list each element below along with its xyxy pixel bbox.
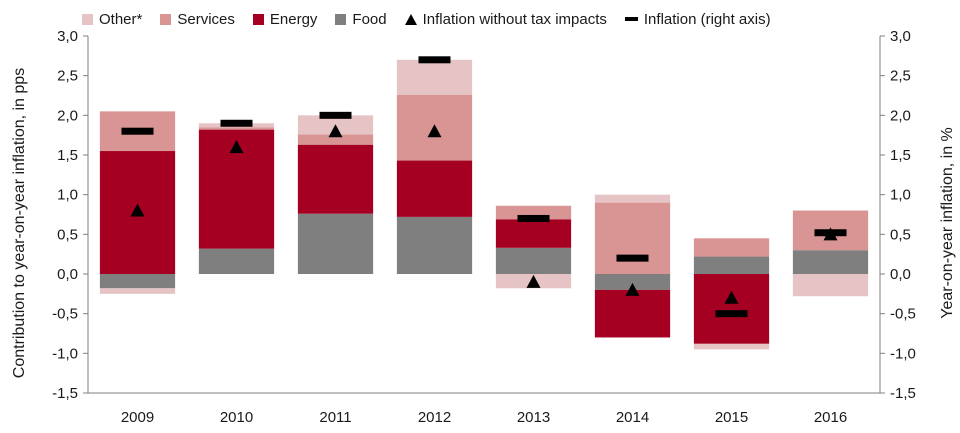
y2-tick-label: 3,0 bbox=[890, 28, 911, 45]
bar-food-2012 bbox=[396, 216, 473, 274]
legend-swatch-energy bbox=[252, 13, 264, 25]
bar-services-2013 bbox=[495, 205, 572, 220]
inflation-dash-2014 bbox=[616, 254, 649, 262]
y-tick-label: 3,0 bbox=[57, 28, 78, 45]
x-tick-label-2013: 2013 bbox=[517, 409, 550, 426]
legend-label-services: Services bbox=[177, 10, 235, 28]
y-tick-label: -1,0 bbox=[52, 345, 78, 362]
bar-energy-2011 bbox=[297, 144, 374, 214]
y2-tick-label: -0,5 bbox=[890, 306, 916, 323]
markers-layer bbox=[121, 56, 847, 318]
y2-tick-label: 0,5 bbox=[890, 226, 911, 243]
inflation-without-tax-triangle-2013 bbox=[526, 274, 541, 288]
inflation-dash-2010 bbox=[220, 119, 253, 127]
inflation-without-tax-triangle-2014 bbox=[625, 282, 640, 296]
bar-food-2009 bbox=[99, 274, 176, 289]
x-tick-label-2015: 2015 bbox=[715, 409, 748, 426]
bar-food-2015 bbox=[693, 256, 770, 274]
bar-energy-2012 bbox=[396, 160, 473, 217]
bar-energy-2015 bbox=[693, 274, 770, 344]
y2-tick-label: -1,0 bbox=[890, 345, 916, 362]
y-tick-label: -1,5 bbox=[52, 385, 78, 402]
bar-services-2011 bbox=[297, 134, 374, 145]
bar-energy-2014 bbox=[594, 289, 671, 338]
y2-tick-label: 1,0 bbox=[890, 187, 911, 204]
x-tick-label-2014: 2014 bbox=[616, 409, 649, 426]
bar-other-2015 bbox=[693, 343, 770, 350]
bars-layer bbox=[99, 59, 869, 350]
inflation-without-tax-triangle-2015 bbox=[724, 290, 739, 304]
bar-services-2014 bbox=[594, 202, 671, 274]
legend-label-inflation: Inflation (right axis) bbox=[643, 10, 771, 28]
inflation-dash-2016 bbox=[814, 229, 847, 237]
bar-food-2013 bbox=[495, 247, 572, 274]
y2-tick-label: 0,0 bbox=[890, 266, 911, 283]
bar-services-2015 bbox=[693, 238, 770, 257]
y-tick-label: 2,0 bbox=[57, 107, 78, 124]
bar-other-2014 bbox=[594, 194, 671, 203]
inflation-dash-2011 bbox=[319, 111, 352, 119]
inflation-without-tax-triangle-2011 bbox=[328, 124, 343, 138]
bar-energy-2013 bbox=[495, 219, 572, 248]
x-tick-label-2016: 2016 bbox=[814, 409, 847, 426]
inflation-without-tax-triangle-2009 bbox=[130, 203, 145, 217]
legend-swatch-food bbox=[335, 13, 347, 25]
legend-label-food: Food bbox=[352, 10, 387, 28]
y-tick-label: 1,5 bbox=[57, 147, 78, 164]
bar-other-2012 bbox=[396, 59, 473, 95]
legend-item-food: Food bbox=[335, 10, 387, 28]
bar-food-2016 bbox=[792, 250, 869, 274]
y2-tick-label: 1,5 bbox=[890, 147, 911, 164]
y2-tick-label: 2,5 bbox=[890, 68, 911, 85]
legend-label-inflation-without-tax: Inflation without tax impacts bbox=[422, 10, 607, 28]
legend-item-energy: Energy bbox=[252, 10, 318, 28]
bar-other-2016 bbox=[792, 274, 869, 297]
bar-food-2011 bbox=[297, 213, 374, 274]
legend-item-inflation: Inflation (right axis) bbox=[624, 10, 771, 28]
y-tick-label: 0,5 bbox=[57, 226, 78, 243]
bar-other-2009 bbox=[99, 288, 176, 294]
bar-services-2010 bbox=[198, 127, 275, 130]
legend-label-energy: Energy bbox=[269, 10, 318, 28]
y-tick-label: 2,5 bbox=[57, 68, 78, 85]
triangle-marker-icon bbox=[404, 13, 417, 25]
axes-layer: 3,0 3,0 2,5 2,5 2,0 2,0 1,5 1,5 1,0 1,0 0,5 0,5 0,0 0… bbox=[52, 28, 916, 426]
y2-tick-label: 2,0 bbox=[890, 107, 911, 124]
y-tick-label: -0,5 bbox=[52, 306, 78, 323]
inflation-dash-2015 bbox=[715, 310, 748, 318]
y2-tick-label: -1,5 bbox=[890, 385, 916, 402]
dash-marker-icon bbox=[624, 17, 638, 21]
legend-swatch-other bbox=[82, 13, 93, 25]
x-tick-label-2009: 2009 bbox=[121, 409, 154, 426]
inflation-dash-2013 bbox=[517, 214, 550, 222]
legend-item-inflation-without-tax: Inflation without tax impacts bbox=[404, 10, 607, 28]
inflation-without-tax-triangle-2012 bbox=[427, 124, 442, 138]
legend-swatch-services bbox=[160, 13, 172, 25]
bar-food-2014 bbox=[594, 274, 671, 290]
legend-item-services: Services bbox=[160, 11, 235, 28]
legend-item-other: Other* bbox=[82, 11, 142, 28]
x-tick-label-2012: 2012 bbox=[418, 409, 451, 426]
legend-label-other: Other* bbox=[99, 10, 143, 28]
inflation-dash-2012 bbox=[418, 56, 451, 64]
inflation-without-tax-triangle-2010 bbox=[229, 140, 244, 154]
y-axis-title: Contribution to year-on-year inflation, … bbox=[11, 68, 28, 378]
x-tick-label-2011: 2011 bbox=[319, 409, 351, 426]
inflation-dash-2009 bbox=[121, 127, 154, 135]
chart-legend: Other* Services Energy Food Inflation wi… bbox=[82, 8, 789, 30]
x-tick-label-2010: 2010 bbox=[220, 409, 253, 426]
y-tick-label: 0,0 bbox=[57, 266, 78, 283]
y2-axis-title: Year-on-year inflation, in % bbox=[939, 127, 956, 319]
y-tick-label: 1,0 bbox=[57, 187, 78, 204]
bar-food-2010 bbox=[198, 248, 275, 274]
